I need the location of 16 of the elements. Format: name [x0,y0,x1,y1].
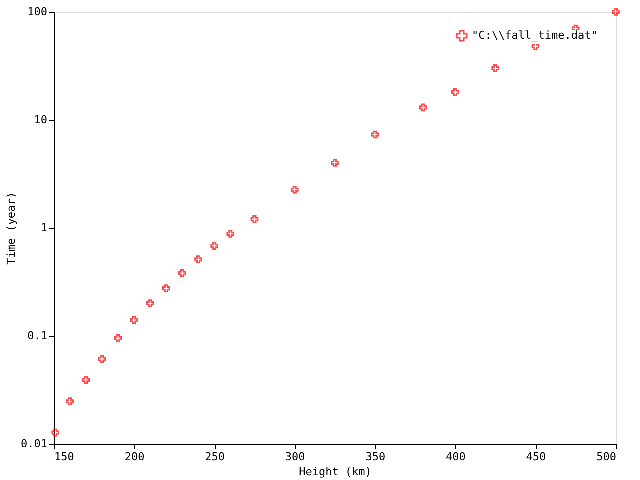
y-tick-label: 0.01 [21,438,48,450]
x-axis-title: Height (km) [299,466,372,478]
x-tick-label: 200 [124,450,145,464]
x-tick-label: 300 [285,450,306,464]
x-tick-label: 400 [446,450,466,464]
y-tick-label: 100 [28,6,48,18]
x-tick-label: 500 [596,450,616,464]
x-tick-label: 250 [205,450,226,464]
x-tick-label: 150 [54,450,74,464]
y-tick-label: 0.1 [28,330,48,342]
y-tick-label: 1 [40,222,48,234]
y-tick-label: 10 [34,114,48,126]
y-axis-title: Time (year) [5,192,18,265]
legend-label: "C:\\fall_time.dat" [472,29,598,42]
x-tick-label: 350 [366,450,386,464]
x-tick-label: 450 [526,450,546,464]
